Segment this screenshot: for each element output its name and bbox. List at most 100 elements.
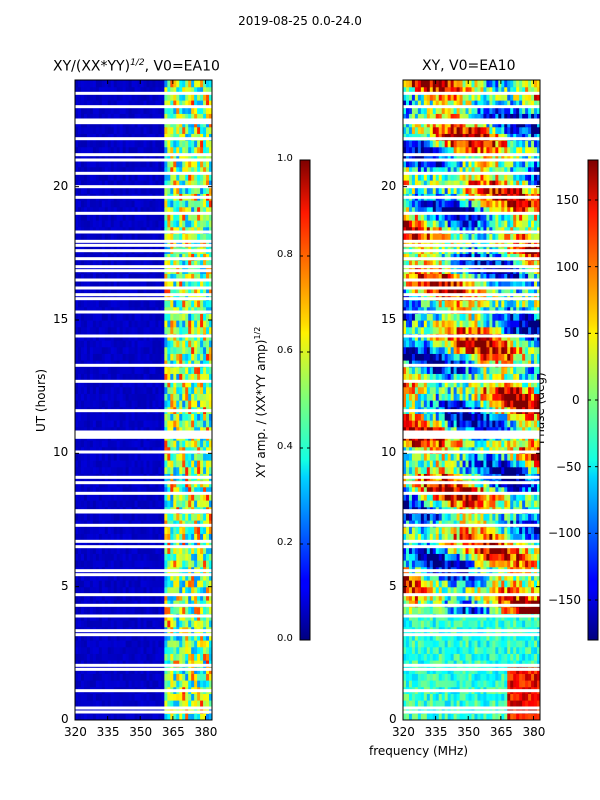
data-gap-stripe [75, 363, 212, 367]
data-gap-stripe [403, 310, 540, 314]
data-gap-stripe [75, 435, 212, 439]
frequency-axis-label: frequency (MHz) [369, 744, 469, 758]
data-gap-stripe [403, 257, 540, 261]
data-gap-stripe [403, 265, 540, 269]
figure-suptitle: 2019-08-25 0.0-24.0 [238, 14, 362, 28]
data-gap-stripe [403, 293, 540, 297]
data-gap-stripe [403, 706, 540, 710]
data-gap-stripe [403, 569, 540, 573]
data-gap-stripe [75, 293, 212, 297]
data-gap-stripe [403, 286, 540, 290]
data-gap-stripe [75, 334, 212, 338]
data-gap-stripe [75, 158, 212, 162]
phase-panel-title: XY, V0=EA10 [422, 58, 516, 74]
colorbar-tick-label: −150 [548, 593, 581, 607]
data-gap-stripe [403, 137, 540, 141]
amplitude-heatmap [75, 80, 212, 720]
data-gap-stripe [75, 509, 212, 513]
data-gap-stripe [403, 243, 540, 247]
data-gap-stripe [403, 433, 540, 437]
y-tick-label: 10 [381, 445, 397, 460]
amplitude-colorbar [299, 159, 311, 641]
data-gap-stripe [75, 539, 212, 543]
data-gap-stripe [75, 91, 212, 95]
colorbar-tick-label: 100 [556, 259, 579, 274]
data-gap-stripe [75, 593, 212, 597]
data-gap-stripe [403, 629, 540, 633]
data-gap-stripe [403, 230, 540, 234]
x-tick-label: 320 [392, 725, 415, 739]
data-gap-stripe [403, 297, 540, 301]
data-gap-stripe [75, 243, 212, 247]
data-gap-stripe [403, 603, 540, 607]
x-tick-label: 380 [522, 725, 546, 739]
x-tick-label: 350 [129, 725, 153, 739]
data-gap-stripe [75, 603, 212, 607]
y-tick-label: 10 [53, 445, 69, 460]
y-tick-label: 15 [381, 312, 397, 326]
colorbar-tick-label: 0.8 [277, 249, 293, 260]
data-gap-stripe [403, 663, 540, 667]
data-gap-stripe [75, 379, 212, 383]
data-gap-stripe [403, 278, 540, 282]
data-gap-stripe [403, 689, 540, 693]
data-gap-stripe [403, 593, 540, 597]
colorbar-tick-label: 0.2 [277, 537, 293, 548]
plot-frame [74, 79, 213, 721]
data-gap-stripe [75, 409, 212, 413]
colorbar-tick-label: 50 [564, 326, 580, 341]
y-tick-label: 5 [389, 578, 397, 593]
data-gap-stripe [403, 185, 540, 189]
data-gap-stripe [403, 710, 540, 714]
data-gap-stripe [403, 363, 540, 367]
colorbar-tick-label: −50 [556, 459, 582, 474]
y-tick-label: 20 [381, 178, 397, 193]
data-gap-stripe [403, 667, 540, 671]
data-gap-stripe [403, 491, 540, 495]
data-gap-stripe [75, 545, 212, 549]
data-gap-stripe [403, 523, 540, 527]
data-gap-stripe [75, 481, 212, 485]
x-tick-label: 335 [96, 725, 120, 739]
data-gap-stripe [75, 118, 212, 122]
data-gap-stripe [75, 269, 212, 273]
data-gap-stripe [75, 211, 212, 215]
y-tick-label: 15 [53, 312, 69, 326]
colorbar-tick-label: 0.0 [277, 633, 293, 644]
data-gap-stripe [75, 310, 212, 314]
data-gap-stripe [75, 105, 212, 109]
data-gap-stripe [75, 257, 212, 261]
data-gap-stripe [75, 633, 212, 637]
data-gap-stripe [75, 239, 212, 243]
y-tick-label: 0 [61, 712, 69, 726]
x-tick-label: 365 [489, 725, 513, 739]
data-gap-stripe [403, 195, 540, 199]
data-gap-stripe [75, 137, 212, 141]
data-gap-stripe [75, 710, 212, 714]
data-gap-stripe [75, 230, 212, 234]
data-gap-stripe [75, 689, 212, 693]
colorbar-tick-label: 150 [556, 193, 579, 207]
data-gap-stripe [75, 491, 212, 495]
data-gap-stripe [75, 614, 212, 618]
data-gap-stripe [75, 569, 212, 573]
colorbar-tick-label: −100 [548, 526, 581, 541]
data-gap-stripe [403, 153, 540, 157]
data-gap-stripe [403, 211, 540, 215]
data-gap-stripe [75, 249, 212, 253]
data-gap-stripe [403, 379, 540, 383]
x-tick-label: 380 [194, 725, 218, 739]
plot-frame [402, 79, 541, 721]
x-tick-label: 320 [64, 725, 87, 739]
data-gap-stripe [75, 523, 212, 527]
data-gap-stripe [75, 278, 212, 282]
data-gap-stripe [403, 105, 540, 109]
y-tick-label: 5 [61, 578, 69, 593]
x-tick-label: 365 [161, 725, 185, 739]
data-gap-stripe [75, 430, 212, 434]
data-gap-stripe [75, 573, 212, 577]
colorbar-tick-label: 0 [572, 393, 580, 407]
data-gap-stripe [403, 509, 540, 513]
data-gap-stripe [403, 158, 540, 162]
